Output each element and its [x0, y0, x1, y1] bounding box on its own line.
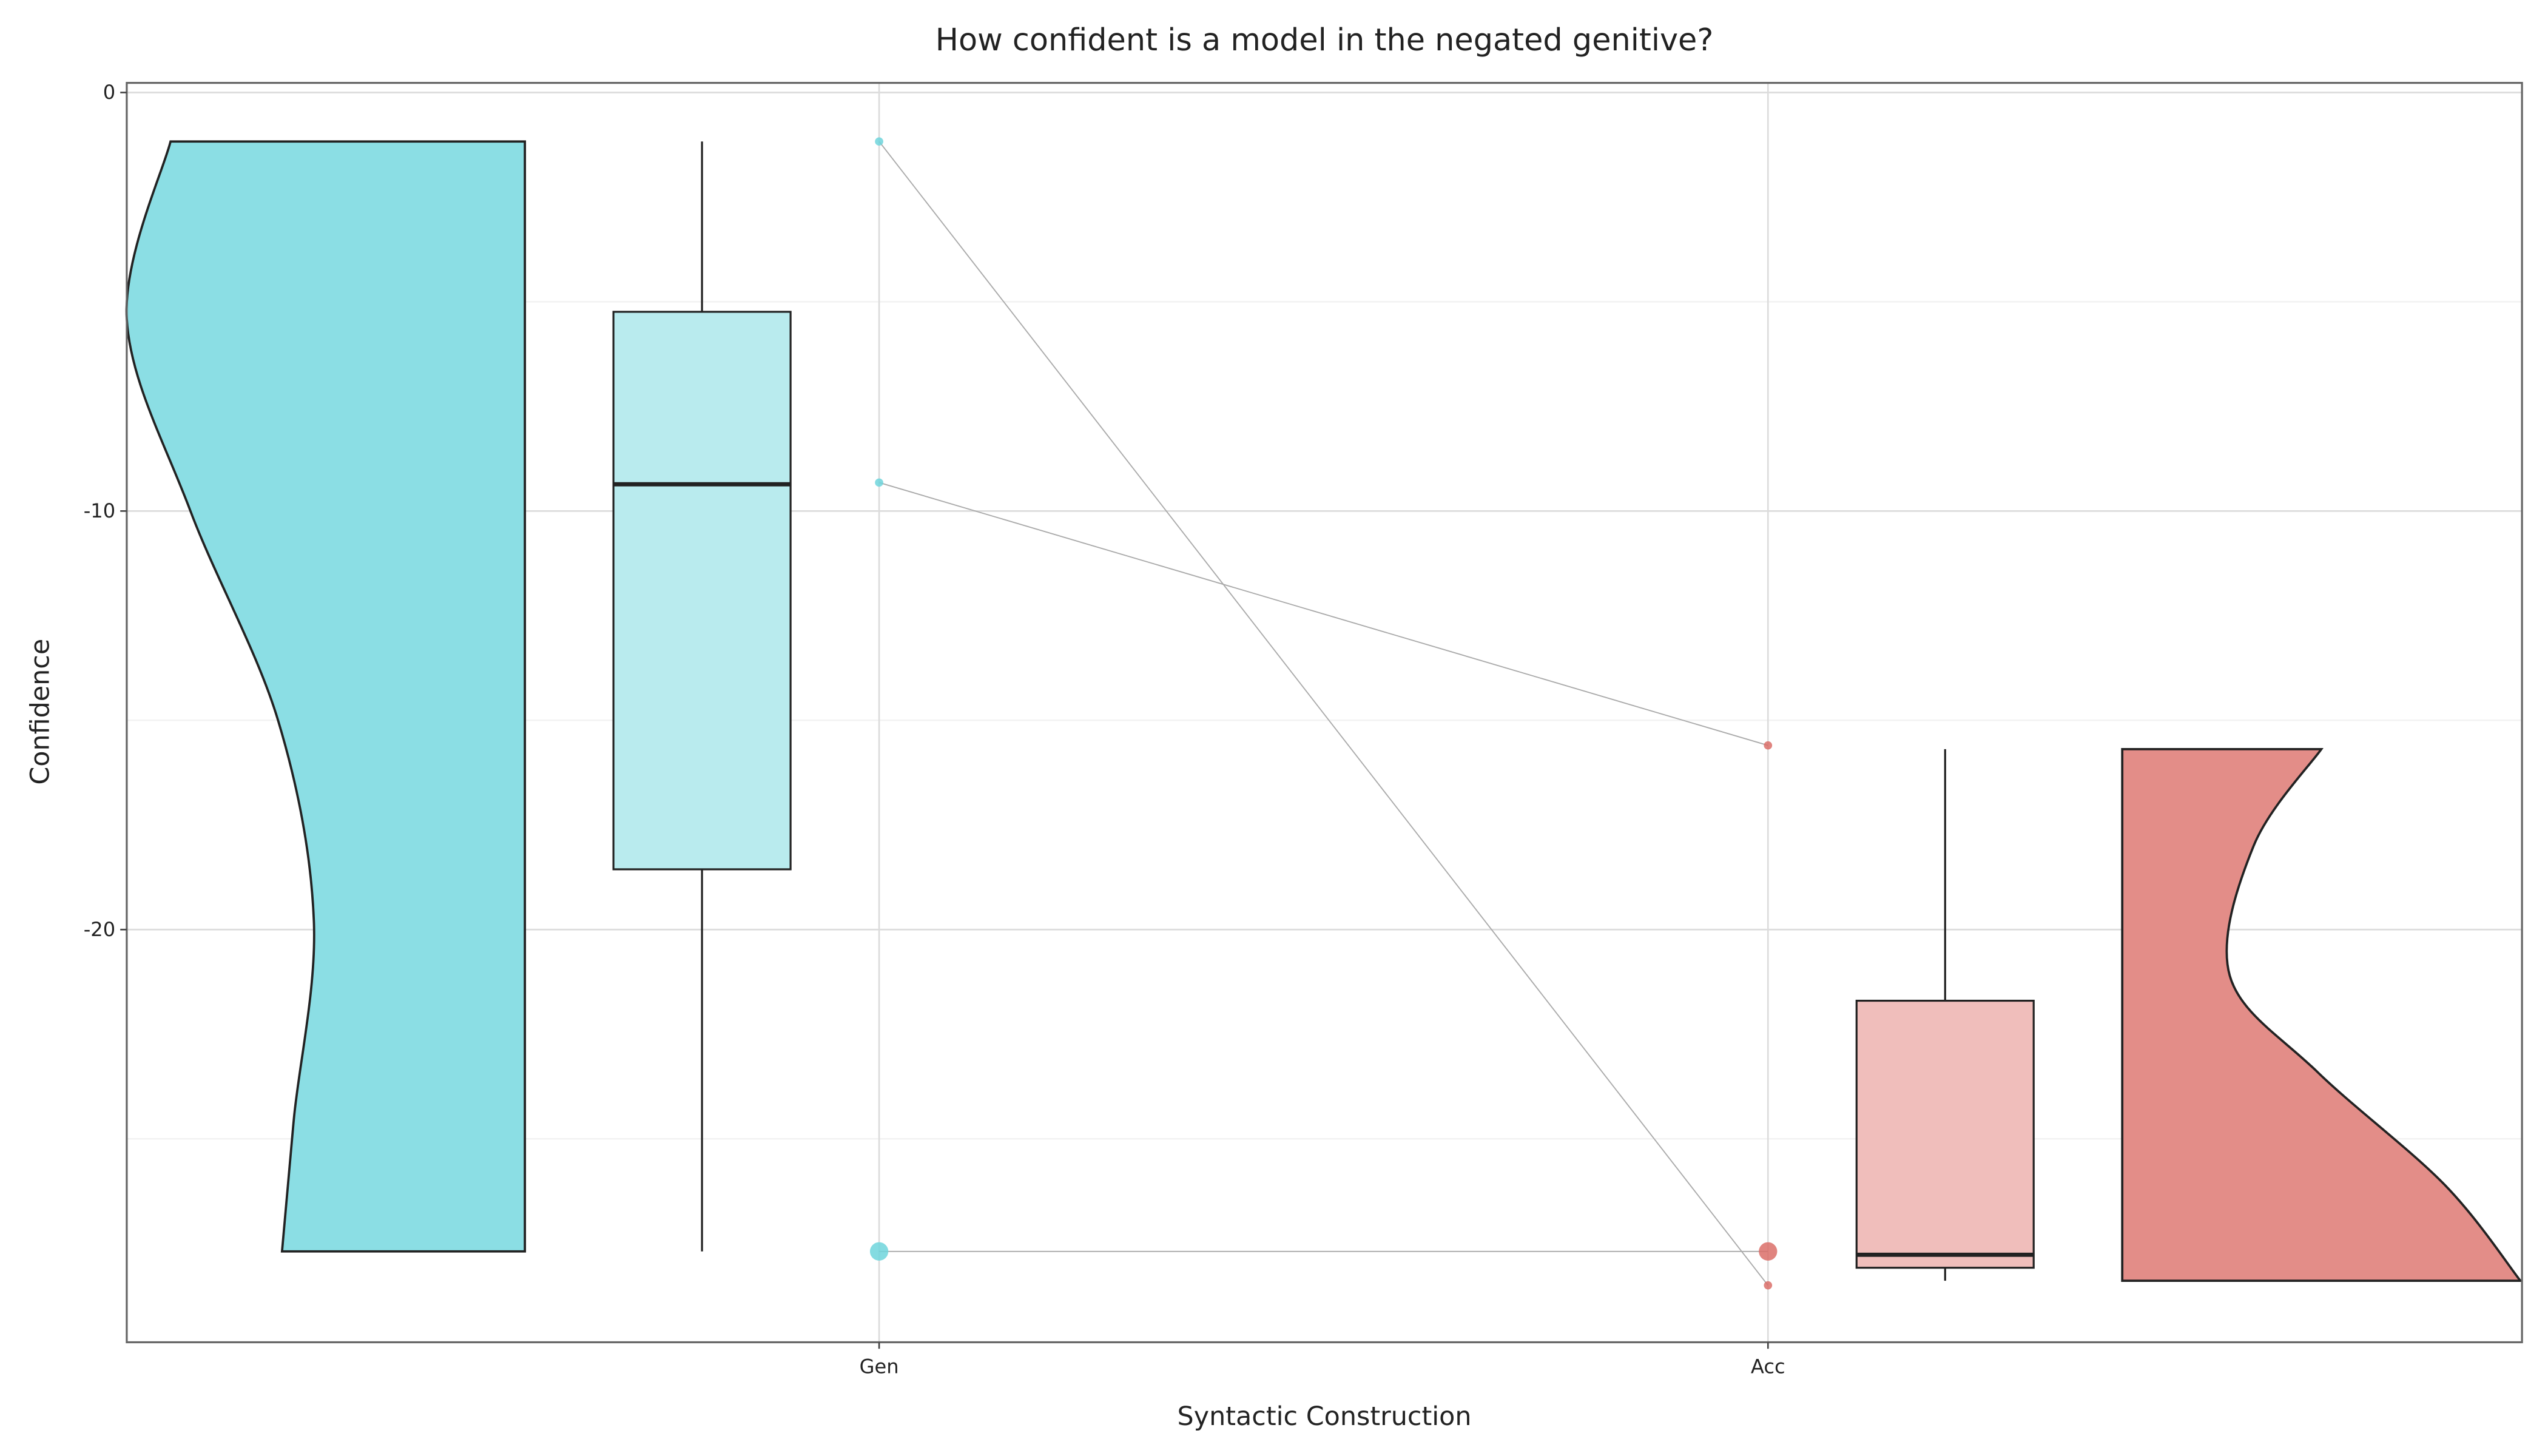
point [875, 478, 883, 487]
paired-line [878, 482, 1768, 746]
x-tick-label: Gen [860, 1355, 899, 1378]
x-axis-label: Syntactic Construction [1178, 1401, 1472, 1432]
paired-line [878, 141, 1769, 1286]
plot-frame [126, 82, 2523, 1344]
box [1855, 999, 2035, 1269]
x-tick-label: Acc [1751, 1355, 1785, 1378]
y-tick-label: 0 [103, 81, 115, 104]
y-axis-label: Confidence [25, 639, 55, 785]
chart-title: How confident is a model in the negated … [935, 22, 1714, 58]
point [875, 137, 883, 146]
point [869, 1242, 889, 1261]
axes: 0 -10 -20 Gen Acc [84, 81, 1785, 1378]
box [612, 311, 792, 871]
marks [125, 137, 2523, 1290]
point [1764, 741, 1773, 750]
y-tick-label: -20 [84, 918, 115, 941]
point [1759, 1242, 1778, 1261]
y-tick-label: -10 [84, 499, 115, 522]
violin [2121, 748, 2523, 1282]
point [1764, 1281, 1773, 1290]
